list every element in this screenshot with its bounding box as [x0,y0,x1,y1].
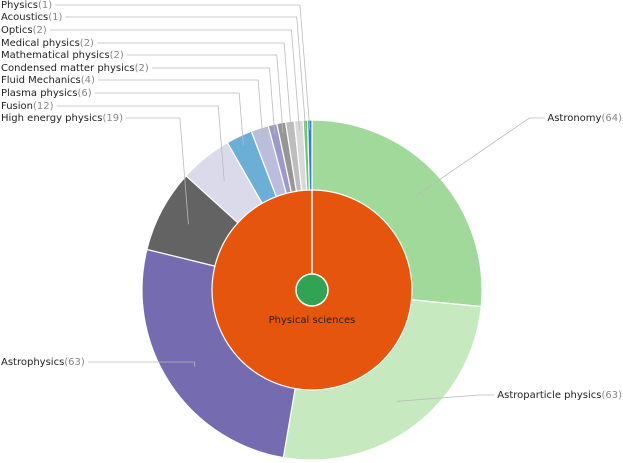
category-name: High energy physics [1,113,102,124]
value-label: (2) [80,38,94,49]
value-label: (1) [38,0,52,11]
labels: Physical sciences Astronomy(64) Astroparti… [1,0,622,401]
segment-label: Astronomy(64) [547,113,622,124]
segment-label: Condensed matter physics(2) [1,63,149,74]
category-name: Medical physics [1,38,80,49]
segment-label: Mathematical physics(2) [1,50,124,61]
segment-label: Medical physics(2) [1,38,94,49]
leader-line [126,117,189,225]
segment-label: Fusion(12) [1,101,54,112]
segment-label: Optics(2) [1,25,47,36]
category-name: Acoustics [1,12,48,23]
category-name: Plasma physics [1,88,78,99]
leader-line [151,67,276,135]
segment-label: High energy physics(19) [1,113,123,124]
category-name: Fluid Mechanics [1,75,81,86]
category-name: Astroparticle physics [497,390,601,401]
segment [141,248,296,459]
leaders [49,4,545,402]
leader-line [415,117,545,197]
leader-line [65,16,307,131]
leader-line [94,92,244,146]
segment [311,119,483,308]
leader-line [98,79,264,138]
category-name: Astrophysics [1,357,64,368]
value-label: (4) [81,75,95,86]
value-label: (63) [64,357,85,368]
segment-label: Plasma physics(6) [1,88,92,99]
category-name: Condensed matter physics [1,63,135,74]
leader-line [396,394,495,402]
category-name: Mathematical physics [1,50,110,61]
category-name: Astronomy [547,113,601,124]
center [295,273,329,307]
value-label: (6) [78,88,92,99]
leader-line [126,54,284,133]
value-label: (64) [601,113,622,124]
category-name: Optics [1,25,33,36]
segment-label: Astroparticle physics(63) [497,390,622,401]
value-label: (2) [135,63,149,74]
value-label: (19) [102,113,123,124]
value-label: (2) [33,25,47,36]
segment [282,299,482,461]
root-label: Physical sciences [269,315,356,326]
category-name: Physics [1,0,38,11]
value-label: (2) [110,50,124,61]
segments [141,119,483,461]
category-name: Fusion [1,101,33,112]
value-label: (1) [48,12,62,23]
value-label: (12) [33,101,54,112]
leader-line [49,29,300,131]
leader-line [97,42,292,132]
leader-line [87,361,196,367]
segment-label: Acoustics(1) [1,12,63,23]
leader-line [56,105,225,181]
segment-label: Physics(1) [1,0,52,11]
value-label: (63) [601,390,622,401]
segment-label: Fluid Mechanics(4) [1,75,95,86]
leader-line [55,4,311,131]
segment-label: Astrophysics(63) [1,357,85,368]
